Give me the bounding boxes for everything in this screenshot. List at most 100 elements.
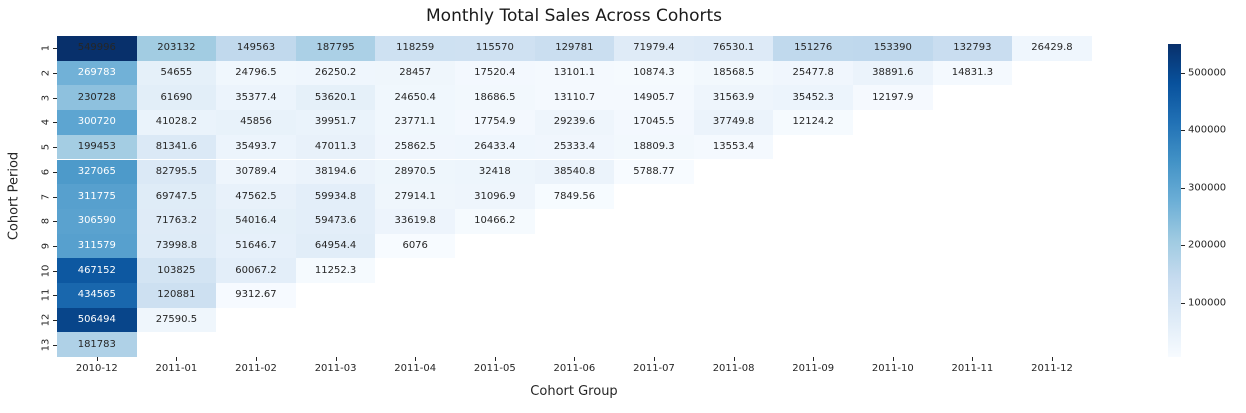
colorbar-tick-label: 400000	[1188, 124, 1227, 136]
heatmap-cell-value: 45856	[240, 116, 272, 128]
heatmap-cell: 187795	[295, 36, 376, 61]
colorbar-tick-label: 200000	[1188, 239, 1227, 251]
y-tick-label: 12	[40, 313, 52, 327]
heatmap-cell-value: 311579	[77, 239, 116, 251]
heatmap-cell: 33619.8	[375, 208, 455, 234]
heatmap-cell: 203132	[136, 36, 217, 61]
y-tick-label: 6	[40, 168, 52, 176]
heatmap-cell-value: 181783	[77, 338, 116, 350]
heatmap-cell: 54655	[136, 60, 217, 86]
heatmap-cell: 18686.5	[455, 85, 535, 111]
heatmap-cell: 10466.2	[455, 208, 535, 234]
heatmap-cell-value: 18686.5	[474, 91, 516, 103]
heatmap-cell-value: 120881	[157, 289, 196, 301]
heatmap-cell: 59473.6	[295, 208, 376, 234]
heatmap-cell-value: 54655	[160, 67, 193, 79]
heatmap-cell-value: 187795	[316, 42, 355, 54]
heatmap-cell: 76530.1	[693, 36, 774, 61]
heatmap-cell-value: 35493.7	[235, 141, 277, 153]
x-tick-label: 2011-07	[633, 363, 675, 375]
x-tick-mark	[733, 357, 735, 362]
heatmap-cell: 39951.7	[295, 110, 376, 135]
heatmap-cell: 25862.5	[375, 134, 455, 160]
heatmap-cell-value: 13110.7	[553, 91, 596, 103]
heatmap-cell: 17045.5	[614, 110, 694, 135]
x-tick-label: 2011-11	[951, 363, 994, 375]
heatmap-cell-value: 39951.7	[314, 116, 357, 128]
heatmap-cell-value: 25862.5	[394, 141, 436, 153]
heatmap-cell-value: 38891.6	[872, 67, 914, 79]
y-tick-mark	[53, 171, 57, 173]
heatmap-cell-value: 61690	[160, 91, 193, 103]
heatmap-cell-value: 149563	[236, 42, 276, 54]
y-tick-label: 4	[40, 119, 52, 126]
heatmap-cell-value: 29239.6	[553, 116, 596, 128]
x-tick-mark	[256, 357, 257, 362]
heatmap-cell: 81341.6	[136, 134, 217, 160]
heatmap-cell: 41028.2	[136, 110, 217, 135]
heatmap-cell: 35377.4	[216, 85, 296, 111]
heatmap-cell-value: 51646.7	[235, 239, 277, 251]
heatmap-cell-value: 69747.5	[155, 190, 198, 202]
heatmap-cell: 5788.77	[614, 159, 694, 185]
heatmap-cell: 69747.5	[136, 184, 217, 209]
x-tick-label: 2011-06	[553, 363, 596, 375]
heatmap-cell: 23771.1	[375, 110, 455, 135]
heatmap-cell-value: 18809.3	[633, 141, 675, 153]
y-tick-mark	[53, 73, 57, 75]
x-tick-mark	[1052, 357, 1053, 362]
heatmap-cell: 61690	[136, 85, 217, 111]
x-tick-label: 2011-02	[235, 363, 277, 375]
x-tick-mark	[574, 357, 576, 362]
heatmap-cell-value: 153390	[873, 42, 912, 54]
y-tick-mark	[53, 245, 57, 247]
y-tick-mark	[53, 344, 57, 346]
heatmap-cell: 269783	[57, 60, 137, 86]
heatmap-cell-value: 27590.5	[155, 314, 198, 326]
heatmap-cell: 64954.4	[295, 233, 376, 259]
heatmap-cell: 549996	[57, 36, 137, 61]
heatmap-cell: 54016.4	[216, 208, 296, 234]
heatmap-cell: 31563.9	[693, 85, 774, 111]
heatmap-cell: 311775	[57, 184, 137, 209]
heatmap-cell: 30789.4	[216, 159, 296, 185]
heatmap-cell-value: 17045.5	[633, 116, 675, 128]
heatmap-cell-value: 199453	[77, 141, 116, 153]
heatmap-cell-value: 13101.1	[553, 67, 596, 79]
heatmap-cell-value: 13553.4	[712, 141, 755, 153]
heatmap-cell-value: 71979.4	[633, 42, 675, 54]
heatmap-cell: 434565	[57, 283, 137, 308]
heatmap-cell: 32418	[455, 159, 535, 185]
heatmap-cell: 28457	[375, 60, 455, 86]
heatmap-cell: 47562.5	[216, 184, 296, 209]
heatmap-cell: 153390	[853, 36, 933, 61]
heatmap-cell-value: 71763.2	[155, 215, 198, 227]
colorbar-tick-label: 500000	[1188, 67, 1227, 79]
x-tick-mark	[654, 357, 655, 362]
y-tick-mark	[53, 320, 57, 322]
y-tick-mark	[53, 48, 57, 50]
heatmap-cell: 327065	[57, 159, 137, 185]
heatmap-cell: 199453	[57, 134, 137, 160]
heatmap-cell: 467152	[57, 258, 137, 283]
heatmap-cell-value: 306590	[77, 215, 116, 227]
heatmap-cell: 7849.56	[534, 184, 615, 209]
heatmap-cell-value: 41028.2	[155, 116, 198, 128]
heatmap-cell-value: 37749.8	[712, 116, 755, 128]
heatmap-cell-value: 81341.6	[155, 141, 198, 153]
heatmap-cell-value: 24796.5	[235, 67, 277, 79]
chart-title: Monthly Total Sales Across Cohorts	[426, 6, 722, 26]
heatmap-cell-value: 82795.5	[155, 165, 198, 177]
heatmap-cell: 27914.1	[375, 184, 455, 209]
heatmap-cell-value: 38540.8	[553, 165, 596, 177]
heatmap-cell-value: 28457	[399, 67, 432, 79]
heatmap-cell: 38540.8	[534, 159, 615, 185]
heatmap-cell-value: 26429.8	[1031, 42, 1073, 54]
x-tick-label: 2011-12	[1031, 363, 1073, 375]
heatmap-cell: 47011.3	[295, 134, 376, 160]
heatmap-cell: 37749.8	[693, 110, 774, 135]
heatmap-cell: 51646.7	[216, 233, 296, 259]
heatmap-cell-value: 54016.4	[235, 215, 277, 227]
x-tick-mark	[176, 357, 178, 362]
y-tick-mark	[53, 147, 57, 149]
